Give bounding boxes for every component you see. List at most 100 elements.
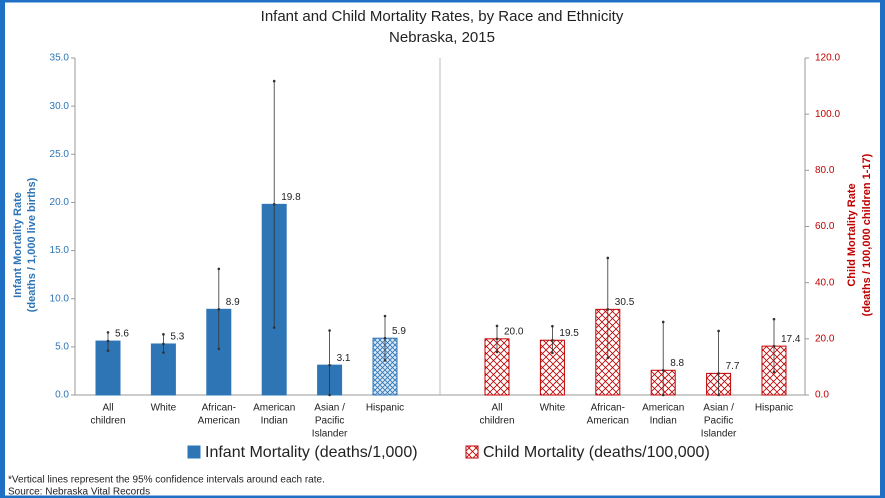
value-label: 5.9 [392, 326, 406, 337]
value-label: 7.7 [726, 361, 740, 372]
error-cap [606, 356, 610, 360]
error-cap [383, 314, 387, 318]
error-cap [717, 329, 720, 333]
error-cap [328, 393, 331, 397]
x-tick-label: children [479, 416, 514, 427]
error-cap [162, 342, 165, 346]
error-cap [106, 339, 110, 343]
value-label: 17.4 [781, 334, 801, 345]
x-tick-label: American [198, 416, 240, 427]
x-tick-label: African- [202, 403, 236, 414]
x-tick-label: American [587, 416, 629, 427]
x-tick-label: American [253, 403, 295, 414]
y-axis-title: Infant Mortality Rate [12, 192, 24, 298]
error-cap [383, 359, 387, 362]
y-tick-label: 25.0 [50, 149, 70, 160]
x-tick-label: White [151, 403, 177, 414]
y2-tick-label: 100.0 [815, 109, 840, 120]
error-cap [717, 372, 720, 375]
x-tick-label: Indian [261, 416, 288, 427]
value-label: 30.5 [615, 297, 635, 308]
error-cap [606, 308, 610, 311]
error-cap [495, 350, 499, 354]
value-label: 5.3 [170, 332, 184, 343]
error-cap [106, 331, 110, 334]
y-tick-label: 30.0 [50, 101, 70, 112]
error-cap [495, 324, 499, 328]
error-cap [551, 338, 554, 342]
error-cap [328, 329, 331, 332]
error-cap [661, 393, 665, 397]
error-cap [272, 79, 276, 83]
error-cap [551, 351, 554, 355]
error-cap [162, 351, 165, 354]
y2-axis-title: (deaths / 100,000 children 1-17) [861, 153, 873, 316]
y2-tick-label: 60.0 [815, 221, 835, 232]
x-tick-label: White [540, 403, 566, 414]
y-tick-label: 35.0 [50, 53, 70, 64]
error-cap [495, 337, 499, 341]
value-label: 20.0 [504, 326, 524, 337]
value-label: 5.6 [115, 329, 129, 340]
error-cap [772, 370, 776, 374]
y2-tick-label: 120.0 [815, 53, 840, 64]
x-tick-label: Islander [312, 429, 348, 440]
y-axis-title: (deaths / 1,000 live births) [26, 177, 38, 312]
x-tick-label: Indian [650, 416, 677, 427]
value-label: 19.8 [281, 192, 301, 203]
x-tick-label: children [90, 416, 125, 427]
value-label: 8.9 [226, 297, 240, 308]
error-cap [272, 326, 276, 329]
y2-axis-title: Child Mortality Rate [846, 183, 858, 286]
legend-label: Infant Mortality (deaths/1,000) [205, 444, 418, 461]
error-cap [328, 363, 331, 367]
value-label: 3.1 [337, 353, 351, 364]
y-tick-label: 20.0 [50, 197, 70, 208]
y-tick-label: 15.0 [50, 245, 70, 256]
x-tick-label: Hispanic [366, 403, 404, 414]
footnote: Source: Nebraska Vital Records [8, 487, 150, 498]
y2-tick-label: 40.0 [815, 277, 835, 288]
legend-label: Child Mortality (deaths/100,000) [483, 444, 710, 461]
x-tick-label: All [491, 403, 502, 414]
legend-swatch [187, 445, 201, 459]
x-tick-label: Hispanic [755, 403, 793, 414]
y-tick-label: 5.0 [55, 341, 69, 352]
y2-tick-label: 80.0 [815, 165, 835, 176]
error-cap [217, 347, 221, 351]
chart-subtitle: Nebraska, 2015 [389, 29, 495, 46]
error-cap [661, 320, 665, 324]
footnote: *Vertical lines represent the 95% confid… [8, 475, 325, 486]
y2-tick-label: 20.0 [815, 333, 835, 344]
x-tick-label: Asian / [703, 403, 734, 414]
error-cap [772, 344, 776, 348]
error-cap [162, 333, 165, 336]
error-cap [217, 308, 221, 311]
error-cap [661, 368, 665, 372]
x-tick-label: Asian / [314, 403, 345, 414]
x-tick-label: All [102, 403, 113, 414]
error-cap [606, 256, 610, 260]
error-cap [272, 203, 276, 206]
x-tick-label: Islander [701, 429, 737, 440]
error-cap [383, 336, 387, 340]
legend-swatch [465, 445, 479, 459]
error-cap [551, 324, 554, 328]
error-cap [106, 349, 110, 353]
value-label: 8.8 [670, 358, 684, 369]
x-tick-label: American [642, 403, 684, 414]
x-tick-label: African- [591, 403, 625, 414]
x-tick-label: Pacific [704, 416, 733, 427]
value-label: 19.5 [559, 328, 579, 339]
y-tick-label: 0.0 [55, 390, 69, 401]
error-cap [772, 317, 776, 321]
x-tick-label: Pacific [315, 416, 344, 427]
y-tick-label: 10.0 [50, 293, 70, 304]
chart-title: Infant and Child Mortality Rates, by Rac… [261, 8, 624, 25]
error-cap [717, 393, 720, 397]
error-cap [217, 267, 221, 271]
y2-tick-label: 0.0 [815, 390, 829, 401]
